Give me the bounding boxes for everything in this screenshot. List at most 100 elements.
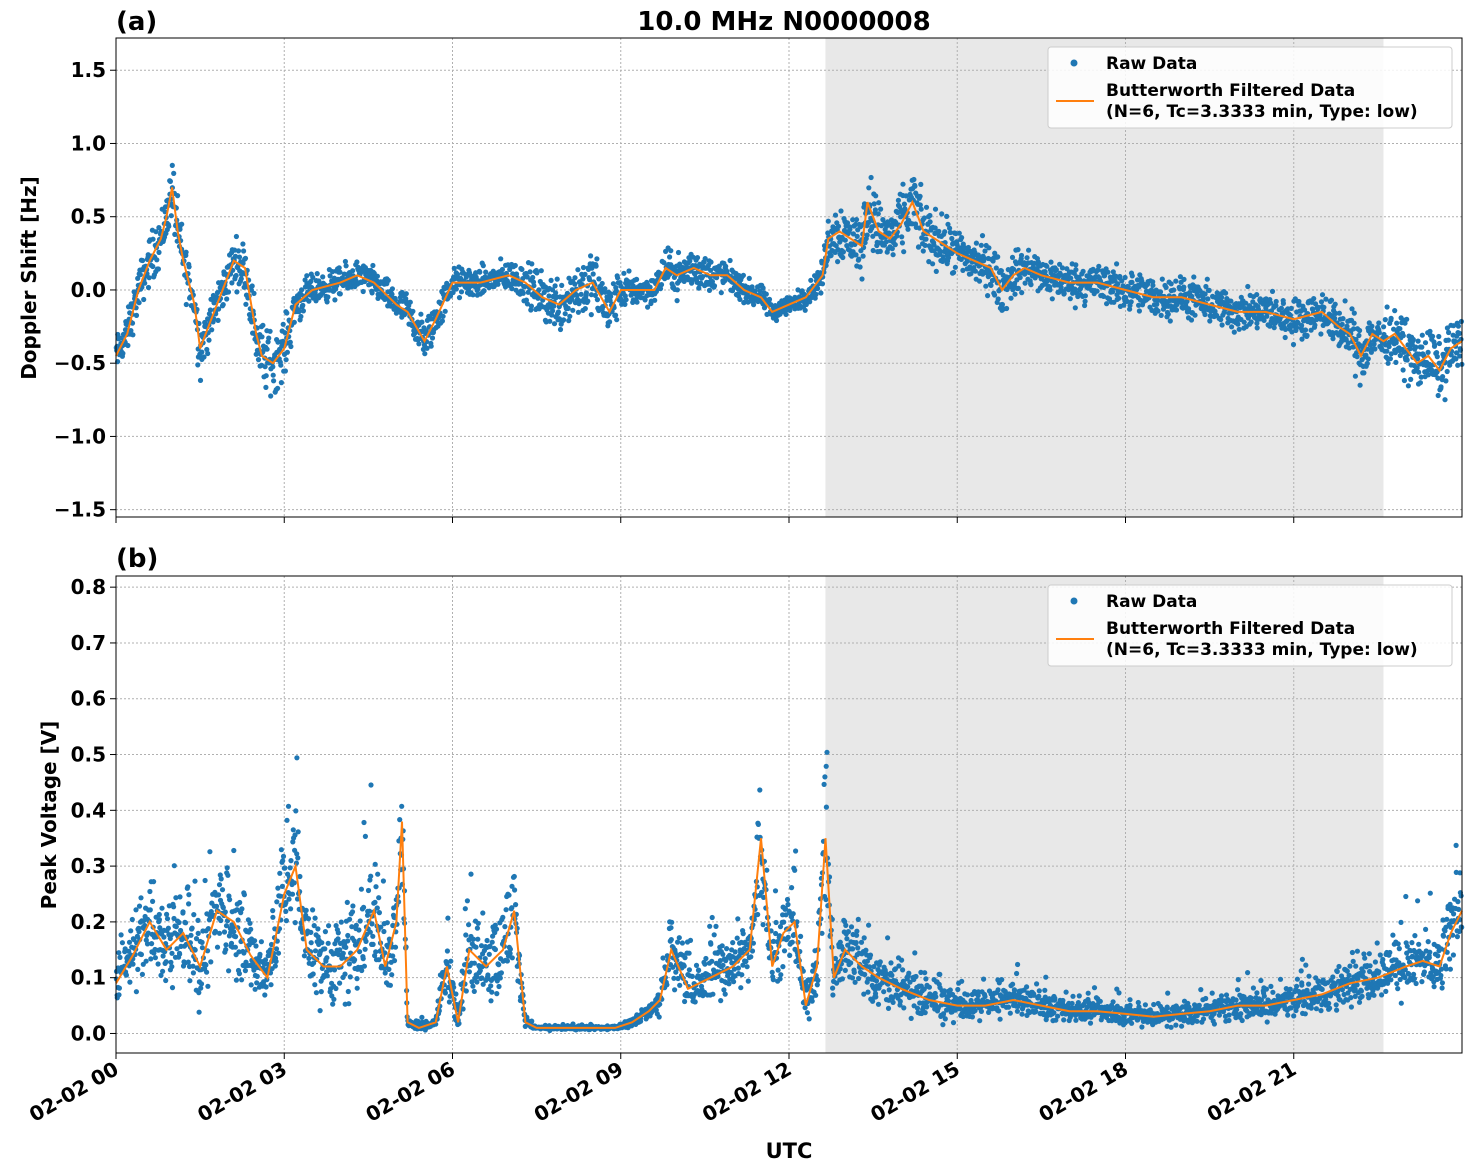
raw-data-point <box>238 276 244 282</box>
raw-data-point <box>570 307 576 313</box>
raw-data-point <box>248 926 254 932</box>
raw-data-point <box>1150 282 1156 288</box>
raw-data-point <box>488 998 494 1004</box>
raw-data-point <box>538 268 544 274</box>
raw-data-point <box>1012 291 1018 297</box>
raw-data-point <box>391 958 398 964</box>
raw-data-point <box>873 193 879 199</box>
raw-data-point <box>174 946 180 952</box>
raw-data-point <box>903 193 909 199</box>
raw-data-point <box>358 886 364 892</box>
raw-data-point <box>330 1001 336 1007</box>
raw-data-point <box>453 991 459 997</box>
raw-data-point <box>802 307 808 313</box>
raw-data-point <box>1405 383 1411 389</box>
raw-data-point <box>755 821 762 828</box>
raw-data-point <box>565 305 571 311</box>
raw-data-point <box>964 258 971 264</box>
raw-data-point <box>370 941 376 948</box>
raw-data-point <box>825 230 831 236</box>
raw-data-point <box>382 970 388 976</box>
raw-data-point <box>572 275 578 281</box>
raw-data-point <box>1177 274 1183 280</box>
raw-data-point <box>378 924 384 930</box>
raw-data-point <box>1061 290 1067 297</box>
raw-data-point <box>741 299 747 306</box>
raw-data-point <box>988 282 994 288</box>
raw-data-point <box>221 929 228 935</box>
raw-data-point <box>1336 332 1342 338</box>
raw-data-point <box>473 944 479 950</box>
raw-data-point <box>291 880 297 886</box>
raw-data-point <box>1417 380 1423 386</box>
raw-data-point <box>353 922 359 928</box>
raw-data-point <box>509 286 515 292</box>
raw-data-point <box>1349 306 1355 312</box>
raw-data-point <box>439 318 445 324</box>
raw-data-point <box>117 335 123 341</box>
raw-data-point <box>312 915 318 921</box>
raw-data-point <box>222 909 228 915</box>
raw-data-point <box>232 944 238 950</box>
raw-data-point <box>298 313 304 320</box>
raw-data-point <box>1104 301 1110 307</box>
raw-data-point <box>239 906 245 912</box>
raw-data-point <box>296 309 302 315</box>
raw-data-point <box>679 940 686 946</box>
raw-data-point <box>481 288 487 294</box>
raw-data-point <box>374 905 380 911</box>
raw-data-point <box>180 909 186 915</box>
raw-data-point <box>191 912 197 918</box>
raw-data-point <box>488 983 494 989</box>
raw-data-point <box>130 961 136 967</box>
raw-data-point <box>623 297 629 303</box>
raw-data-point <box>668 937 674 943</box>
raw-data-point <box>983 283 989 289</box>
raw-data-point <box>225 289 232 295</box>
raw-data-point <box>150 236 156 242</box>
raw-data-point <box>252 986 258 992</box>
raw-data-point <box>189 925 195 931</box>
raw-data-point <box>324 973 330 979</box>
raw-data-point <box>916 244 922 250</box>
raw-data-point <box>268 982 274 988</box>
raw-data-point <box>589 265 595 271</box>
raw-data-point <box>333 985 339 992</box>
raw-data-point <box>284 310 290 316</box>
raw-data-point <box>828 252 834 259</box>
raw-data-point <box>978 242 984 248</box>
raw-data-point <box>195 362 201 368</box>
raw-data-point <box>757 787 763 793</box>
raw-data-point <box>177 951 183 957</box>
raw-data-point <box>142 922 148 929</box>
raw-data-point <box>682 955 688 961</box>
raw-data-point <box>555 309 562 315</box>
raw-data-point <box>1356 332 1362 339</box>
raw-data-point <box>890 252 896 258</box>
raw-data-point <box>262 957 269 963</box>
raw-data-point <box>136 300 142 306</box>
raw-data-point <box>241 892 247 898</box>
raw-data-point <box>759 889 765 896</box>
raw-data-point <box>506 892 512 898</box>
raw-data-point <box>1129 273 1135 279</box>
raw-data-point <box>283 357 289 363</box>
raw-data-point <box>700 274 706 280</box>
raw-data-point <box>713 923 719 930</box>
raw-data-point <box>512 262 518 269</box>
raw-data-point <box>819 930 825 936</box>
raw-data-point <box>1419 332 1425 338</box>
raw-data-point <box>973 240 980 246</box>
raw-data-point <box>696 967 702 974</box>
raw-data-point <box>270 908 276 914</box>
raw-data-point <box>492 946 498 953</box>
raw-data-point <box>746 275 752 281</box>
raw-data-point <box>354 985 360 991</box>
raw-data-point <box>352 957 358 963</box>
raw-data-point <box>1128 299 1134 305</box>
raw-data-point <box>422 351 428 357</box>
raw-data-point <box>1446 329 1452 336</box>
raw-data-point <box>830 992 836 998</box>
panel-a: (a) 1.51.00.50.0−0.5−1.0−1.5 Doppler Shi… <box>17 7 1465 523</box>
raw-data-point <box>312 948 319 954</box>
